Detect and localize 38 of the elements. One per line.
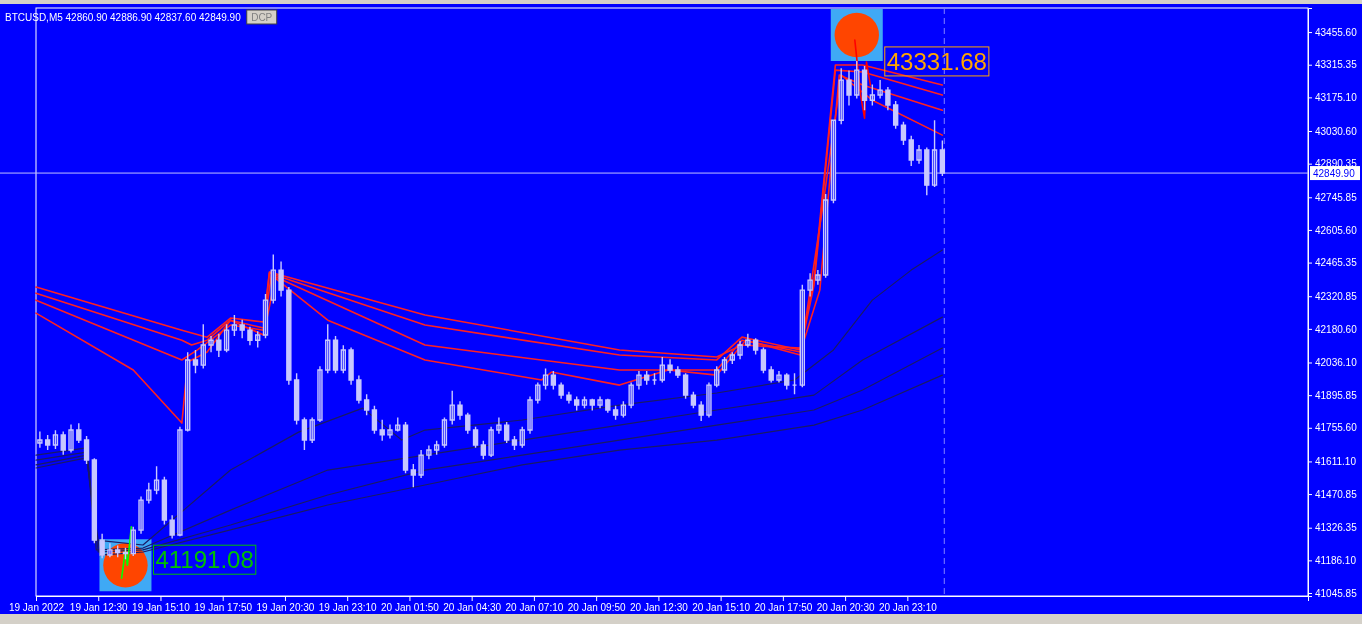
y-tick-label: 43030.60 [1315, 125, 1358, 137]
y-tick-label: 42745.85 [1315, 191, 1358, 203]
x-tick-label: 20 Jan 09:50 [567, 602, 626, 614]
chart-title: BTCUSD,M5 42860.90 42886.90 42837.60 42849.90 [5, 12, 242, 23]
button: DCP [246, 9, 278, 25]
y-tick-label: 42180.60 [1315, 323, 1358, 335]
x-tick-label: 19 Jan 17:50 [194, 602, 253, 614]
x-tick-label: 19 Jan 20:30 [256, 602, 315, 614]
annotation: 43331.68 [886, 47, 987, 75]
y-tick-label: 42605.60 [1315, 224, 1358, 236]
x-tick-label: 20 Jan 12:30 [629, 602, 689, 614]
y-tick-label: 41186.10 [1315, 555, 1357, 567]
x-tick-label: 19 Jan 12:30 [69, 602, 129, 614]
annotation: DCP [251, 12, 273, 23]
x-tick-label: 20 Jan 07:10 [505, 602, 564, 614]
y-tick-label: 41755.60 [1315, 422, 1358, 434]
y-tick-label: 42320.85 [1315, 290, 1358, 302]
y-tick-label: 42036.10 [1315, 357, 1358, 369]
x-tick-label: 20 Jan 17:50 [754, 602, 813, 614]
y-tick-label: 43455.60 [1315, 26, 1358, 38]
y-tick-label: 43175.10 [1315, 92, 1358, 104]
annotation: 41191.08 [155, 546, 254, 574]
y-tick-label: 41045.85 [1315, 587, 1358, 599]
x-tick-label: 20 Jan 01:50 [381, 602, 440, 614]
y-tick-label: 41895.85 [1315, 389, 1358, 401]
x-tick-label: 19 Jan 2022 [8, 602, 65, 614]
ref-line-label: 42849.90 [1313, 168, 1356, 180]
x-tick-label: 20 Jan 23:10 [878, 602, 938, 614]
y-tick-label: 42465.35 [1315, 257, 1358, 269]
x-tick-label: 20 Jan 15:10 [692, 602, 751, 614]
y-tick-label: 41470.85 [1315, 488, 1358, 500]
x-tick-label: 20 Jan 04:30 [443, 602, 502, 614]
y-tick-label: 41326.35 [1315, 522, 1358, 534]
y-tick-label: 43315.35 [1315, 59, 1358, 71]
x-tick-label: 19 Jan 15:10 [132, 602, 191, 614]
x-tick-label: 20 Jan 20:30 [816, 602, 875, 614]
x-tick-label: 19 Jan 23:10 [318, 602, 378, 614]
y-tick-label: 41611.10 [1315, 456, 1357, 468]
